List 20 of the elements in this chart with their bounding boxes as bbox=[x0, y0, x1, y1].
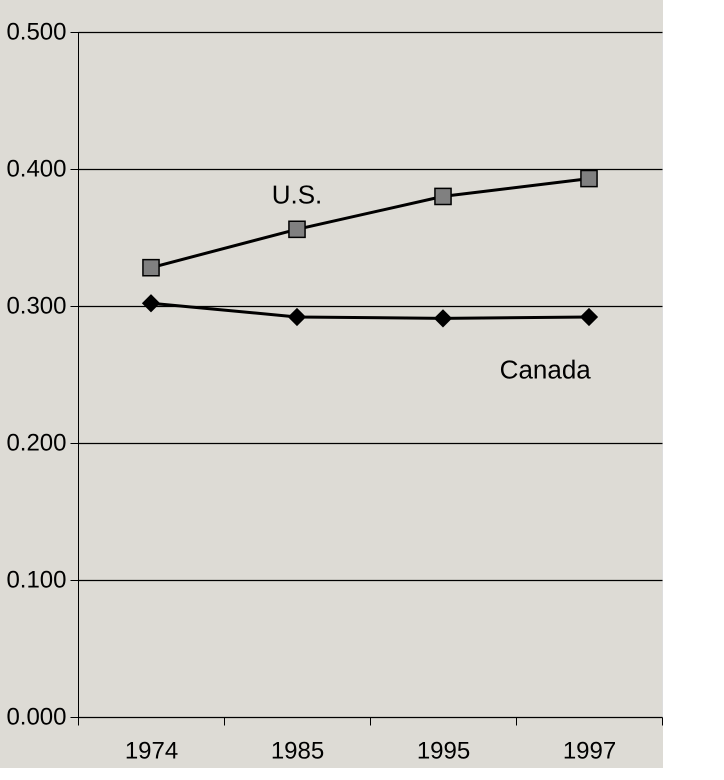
x-tick-label: 1974 bbox=[124, 738, 178, 764]
x-tick-label: 1995 bbox=[416, 738, 470, 764]
point bbox=[434, 310, 452, 328]
x-tick-label: 1985 bbox=[270, 738, 324, 764]
point bbox=[434, 188, 452, 206]
y-tick-label: 0.100 bbox=[6, 566, 66, 594]
y-tick-label: 0.300 bbox=[6, 292, 66, 320]
series-label: Canada bbox=[500, 354, 592, 384]
series-label: U.S. bbox=[272, 179, 322, 210]
y-tick-label: 0.400 bbox=[6, 156, 66, 182]
y-tick-label: 0.500 bbox=[6, 18, 66, 46]
point bbox=[142, 258, 160, 276]
y-tick-label: 0.000 bbox=[6, 704, 66, 730]
point bbox=[142, 294, 160, 312]
point bbox=[288, 308, 306, 326]
point bbox=[580, 170, 598, 188]
y-tick-label: 0.200 bbox=[6, 430, 66, 456]
point bbox=[288, 220, 306, 238]
point bbox=[580, 308, 598, 326]
x-tick-label: 1997 bbox=[562, 738, 616, 764]
